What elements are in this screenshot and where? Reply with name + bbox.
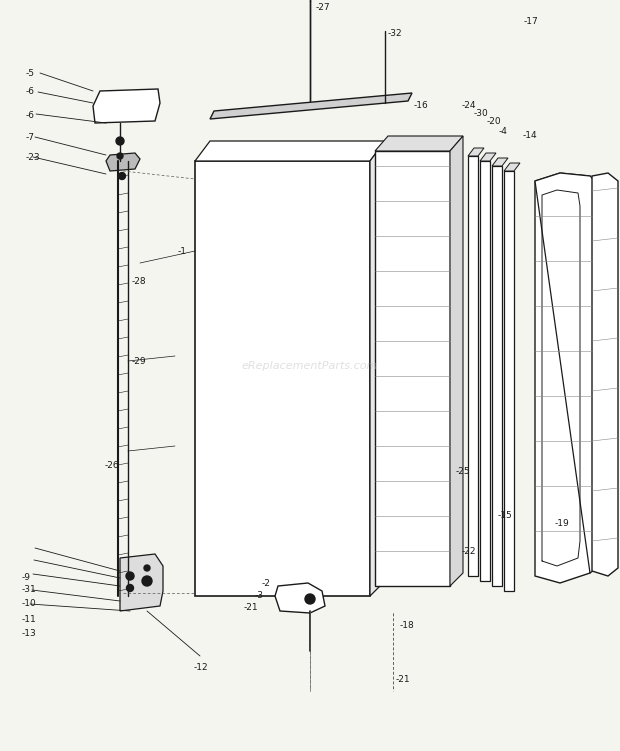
Polygon shape — [106, 153, 140, 171]
Text: -2: -2 — [262, 578, 271, 587]
Text: -29: -29 — [132, 357, 146, 366]
Text: -16: -16 — [414, 101, 429, 110]
Text: -25: -25 — [456, 466, 471, 475]
Circle shape — [118, 173, 125, 179]
Circle shape — [117, 153, 123, 159]
Text: -20: -20 — [487, 116, 502, 125]
Text: -22: -22 — [462, 547, 477, 556]
Polygon shape — [492, 166, 502, 586]
Text: -17: -17 — [524, 17, 539, 26]
Polygon shape — [592, 173, 618, 576]
Text: eReplacementParts.com: eReplacementParts.com — [242, 361, 378, 371]
Polygon shape — [504, 163, 520, 171]
Polygon shape — [210, 93, 412, 119]
Text: -14: -14 — [523, 131, 538, 140]
Polygon shape — [535, 173, 608, 573]
Polygon shape — [195, 141, 385, 161]
Text: -10: -10 — [22, 599, 37, 608]
Text: -1: -1 — [178, 246, 187, 255]
Text: -9: -9 — [22, 572, 31, 581]
Polygon shape — [195, 161, 370, 596]
Text: -11: -11 — [22, 614, 37, 623]
Polygon shape — [480, 153, 496, 161]
Polygon shape — [93, 89, 160, 123]
Text: -27: -27 — [316, 4, 330, 13]
Circle shape — [116, 137, 124, 145]
Circle shape — [126, 584, 133, 592]
Polygon shape — [120, 554, 163, 611]
Polygon shape — [375, 151, 450, 586]
Polygon shape — [375, 136, 463, 151]
Text: -24: -24 — [462, 101, 477, 110]
Circle shape — [142, 576, 152, 586]
Circle shape — [305, 594, 315, 604]
Text: -21: -21 — [244, 604, 259, 613]
Polygon shape — [535, 173, 592, 583]
Text: -23: -23 — [26, 152, 41, 161]
Polygon shape — [468, 148, 484, 156]
Polygon shape — [480, 161, 490, 581]
Text: -7: -7 — [26, 132, 35, 141]
Polygon shape — [504, 171, 514, 591]
Text: -18: -18 — [400, 620, 415, 629]
Text: -28: -28 — [132, 276, 146, 285]
Polygon shape — [275, 583, 325, 613]
Polygon shape — [450, 136, 463, 586]
Text: -4: -4 — [499, 126, 508, 135]
Polygon shape — [492, 158, 508, 166]
Polygon shape — [370, 141, 385, 596]
Text: -32: -32 — [388, 29, 402, 38]
Text: -3: -3 — [255, 592, 264, 601]
Text: -26: -26 — [105, 462, 120, 470]
Text: -15: -15 — [498, 511, 513, 520]
Text: -31: -31 — [22, 584, 37, 593]
Text: -6: -6 — [26, 88, 35, 96]
Circle shape — [126, 572, 134, 580]
Text: -5: -5 — [26, 68, 35, 77]
Circle shape — [144, 565, 150, 571]
Text: -21: -21 — [396, 674, 410, 683]
Text: -30: -30 — [474, 108, 489, 117]
Text: -19: -19 — [555, 518, 570, 527]
Text: -13: -13 — [22, 629, 37, 638]
Text: -12: -12 — [194, 662, 208, 671]
Polygon shape — [468, 156, 478, 576]
Text: -6: -6 — [26, 110, 35, 119]
